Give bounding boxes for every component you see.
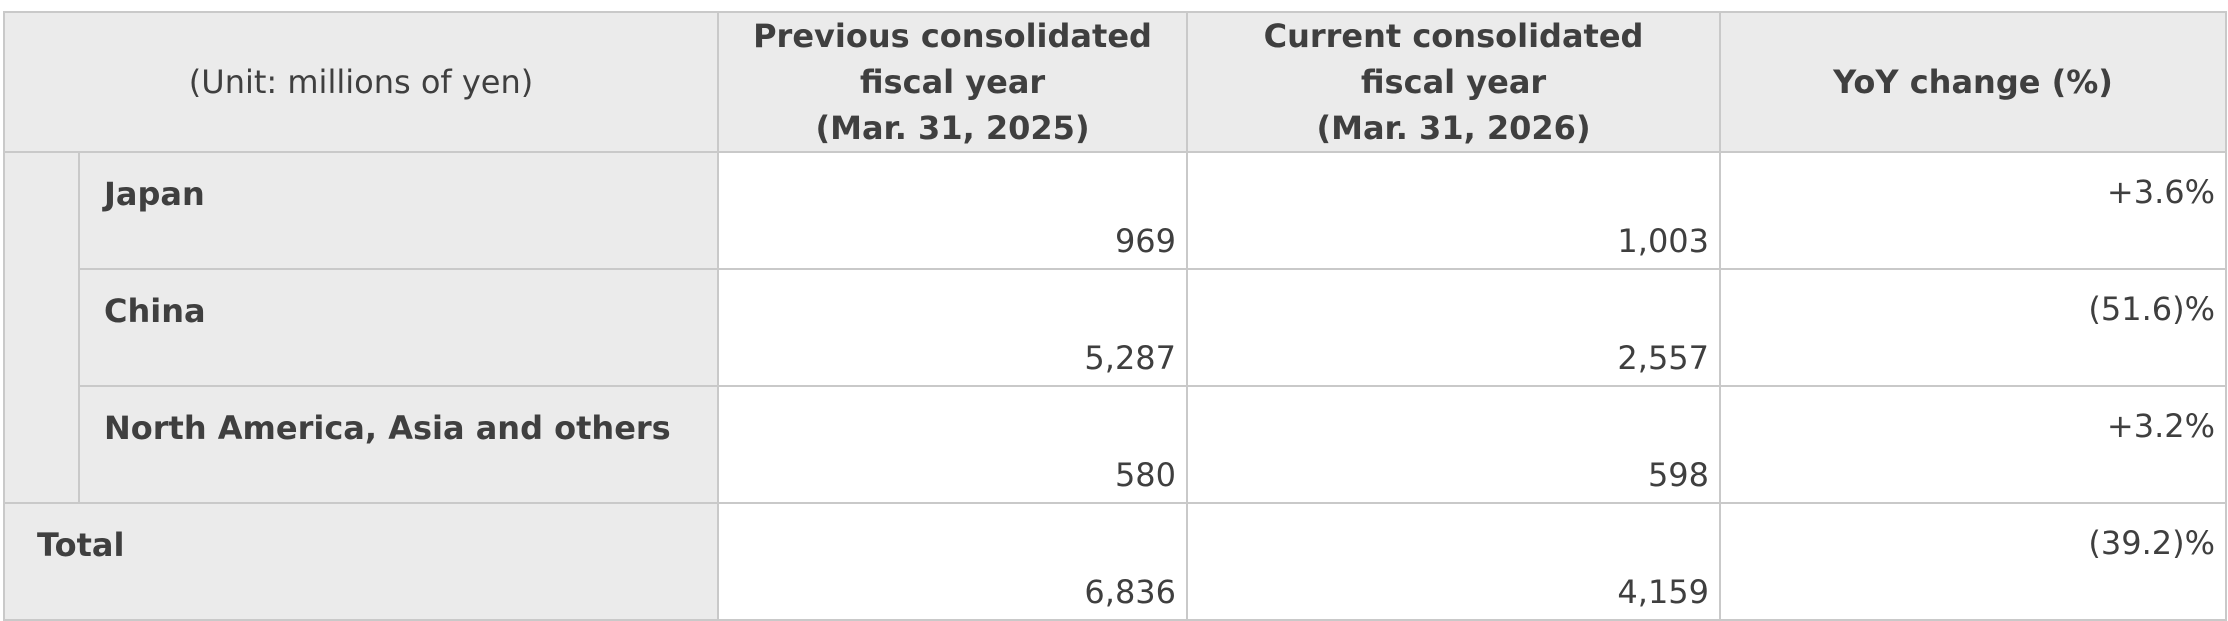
header-line: (Mar. 31, 2025) (815, 109, 1090, 147)
data-row: North America, Asia and others 580 598 +3.2… (4, 385, 2228, 504)
total-row: Total 6,836 4,159 (39.2)% (2, 502, 2228, 621)
value-cell: 969 (717, 151, 1189, 270)
value-cell: (51.6)% (1719, 268, 2228, 387)
header-line: Current consolidated (1263, 17, 1644, 55)
value-cell: 5,287 (717, 268, 1189, 387)
data-row: China 5,287 2,557 (51.6)% (4, 268, 2228, 387)
page: (Unit: millions of yen) Previous consoli… (2, 11, 2228, 621)
header-line: fiscal year (859, 63, 1046, 101)
row-label: Total (2, 502, 720, 621)
header-line: Previous consolidated (753, 17, 1152, 55)
value-cell: 1,003 (1186, 151, 1722, 270)
row-label: North America, Asia and others (77, 385, 720, 504)
value-cell: 6,836 (717, 502, 1189, 621)
value-cell: 4,159 (1186, 502, 1722, 621)
row-label: Japan (77, 151, 720, 270)
indent-cell (3, 151, 80, 504)
header-line: (Mar. 31, 2026) (1316, 109, 1591, 147)
value-cell: (39.2)% (1719, 502, 2228, 621)
header-row: (Unit: millions of yen) Previous consoli… (2, 11, 2228, 153)
header-line: fiscal year (1360, 63, 1547, 101)
table-body: Japan 969 1,003 +3.6% China 5,287 2,557 (51.6)%… (2, 151, 2228, 621)
data-table: (Unit: millions of yen) Previous consoli… (2, 11, 2228, 621)
column-header: Previous consolidated fiscal year (Mar. 31… (717, 11, 1189, 153)
value-cell: +3.6% (1719, 151, 2228, 270)
column-header: Current consolidated fiscal year (Mar. 31,… (1186, 11, 1722, 153)
data-row: Japan 969 1,003 +3.6% (3, 151, 2228, 504)
value-cell: 580 (717, 385, 1189, 504)
unit-label: (Unit: millions of yen) (2, 11, 720, 153)
header-line: YoY change (%) (1833, 63, 2113, 101)
value-cell: +3.2% (1719, 385, 2228, 504)
value-cell: 2,557 (1186, 268, 1722, 387)
column-header: YoY change (%) (1719, 11, 2228, 153)
row-label: China (77, 268, 720, 387)
value-cell: 598 (1186, 385, 1722, 504)
